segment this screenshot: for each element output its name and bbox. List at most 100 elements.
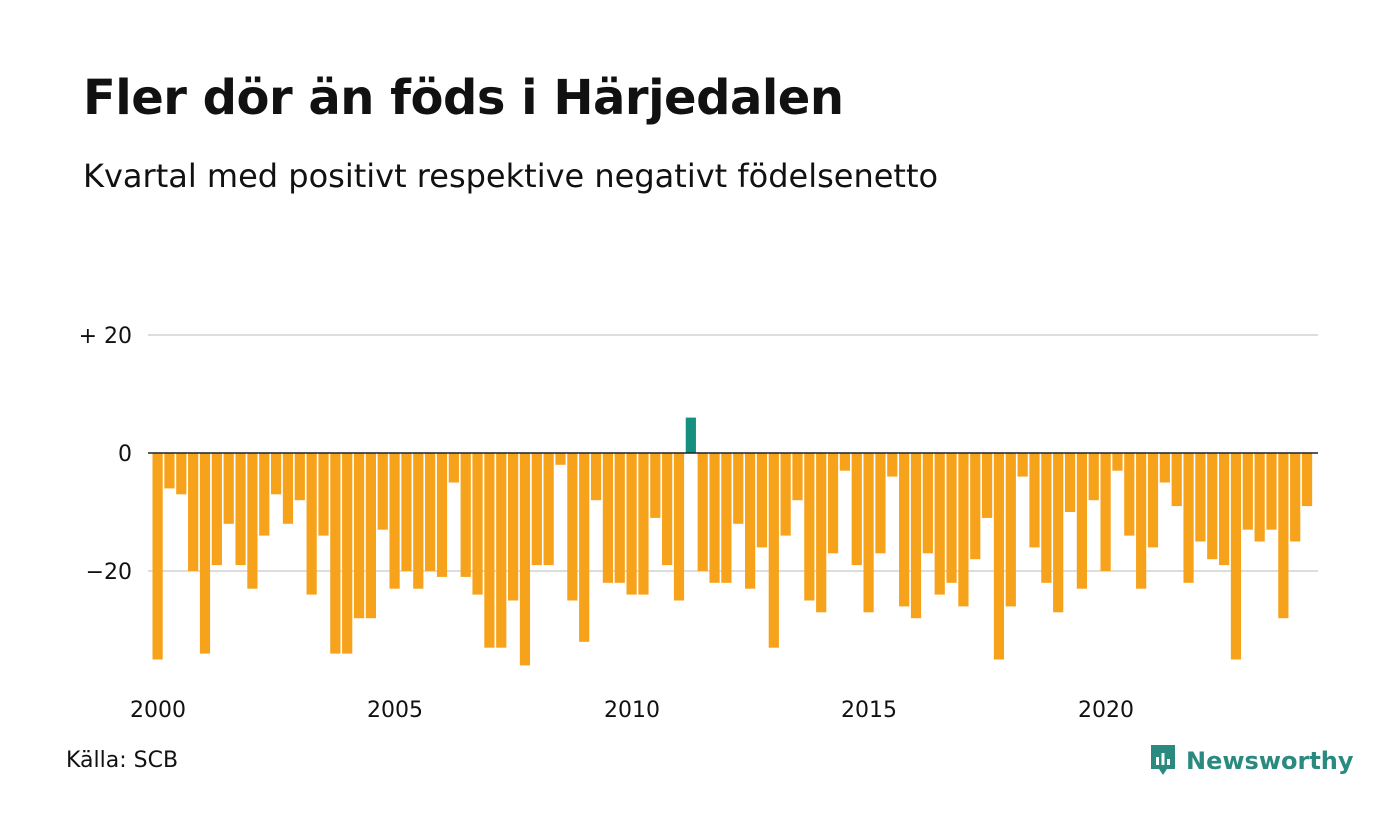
bar <box>792 453 803 501</box>
x-tick-label: 2005 <box>367 698 423 723</box>
bar <box>330 453 341 654</box>
bar <box>839 453 850 471</box>
bar <box>851 453 862 566</box>
bar <box>389 453 400 589</box>
bar <box>970 453 981 560</box>
bar <box>353 453 365 619</box>
bar <box>934 453 945 595</box>
bar <box>756 453 768 548</box>
bar <box>1266 453 1277 530</box>
bar <box>863 453 874 613</box>
bar <box>875 453 886 554</box>
bar <box>567 453 578 601</box>
bar <box>1124 453 1135 536</box>
bar <box>1219 453 1230 566</box>
bar <box>590 453 602 501</box>
x-tick-label: 2010 <box>604 698 660 723</box>
x-tick-label: 2020 <box>1078 698 1134 723</box>
bar <box>1088 453 1099 501</box>
chart-title: Fler dör än föds i Härjedalen <box>83 70 844 126</box>
brand-name: Newsworthy <box>1186 747 1354 775</box>
bar <box>780 453 791 536</box>
bar <box>662 453 673 566</box>
bar <box>638 453 649 595</box>
bar <box>946 453 957 583</box>
bar <box>211 453 222 566</box>
bar <box>199 453 211 654</box>
bar <box>602 453 613 583</box>
bar <box>519 453 531 666</box>
bar <box>1017 453 1028 477</box>
bar <box>176 453 187 495</box>
bar <box>247 453 258 589</box>
bar <box>271 453 282 495</box>
bar <box>1159 453 1170 483</box>
bar <box>282 453 294 524</box>
x-tick-label: 2000 <box>130 698 186 723</box>
bar <box>745 453 756 589</box>
bar <box>922 453 933 554</box>
bar <box>555 453 566 465</box>
bar <box>1195 453 1206 542</box>
bar <box>425 453 436 571</box>
bar <box>543 453 554 566</box>
bar <box>910 453 922 619</box>
bar <box>1207 453 1218 560</box>
bar <box>899 453 910 607</box>
bar <box>768 453 779 648</box>
bar <box>294 453 305 501</box>
label-layer: + 20 0 −20 2000 2005 2010 2015 2020 <box>79 324 1134 723</box>
bar <box>993 453 1005 660</box>
bar <box>496 453 507 648</box>
bar <box>614 453 625 583</box>
bar <box>235 453 246 566</box>
bar <box>816 453 827 613</box>
bar <box>709 453 720 583</box>
bar <box>318 453 329 536</box>
bar <box>1301 453 1313 507</box>
bar <box>1254 453 1265 542</box>
bar <box>982 453 993 518</box>
bar <box>484 453 495 648</box>
bar <box>673 453 685 601</box>
bar <box>401 453 412 571</box>
bar <box>958 453 969 607</box>
bar <box>1171 453 1182 507</box>
bar <box>448 453 459 483</box>
bar <box>259 453 270 536</box>
newsworthy-logo-icon <box>1151 745 1175 775</box>
y-tick-label: + 20 <box>79 324 132 349</box>
bar <box>1278 453 1289 619</box>
bar <box>804 453 815 601</box>
bar <box>365 453 376 619</box>
bar <box>827 453 839 554</box>
x-tick-label: 2015 <box>841 698 897 723</box>
bar <box>413 453 424 589</box>
bar <box>1053 453 1064 613</box>
bar <box>164 453 175 489</box>
bar <box>1041 453 1052 583</box>
bar <box>306 453 317 595</box>
bar <box>685 417 696 453</box>
bar <box>650 453 661 518</box>
bar <box>579 453 590 642</box>
bar <box>1112 453 1123 471</box>
bar <box>436 453 448 577</box>
bar <box>223 453 234 524</box>
bar <box>1136 453 1147 589</box>
bar <box>733 453 744 524</box>
bar <box>377 453 388 530</box>
bar <box>1147 453 1159 548</box>
bar <box>342 453 353 654</box>
y-tick-label: −20 <box>86 560 132 585</box>
bar <box>697 453 708 571</box>
bar <box>1029 453 1040 548</box>
bar <box>1242 453 1253 530</box>
bar <box>460 453 471 577</box>
source-note: Källa: SCB <box>66 748 179 773</box>
newsworthy-logo[interactable]: Newsworthy <box>1148 742 1354 780</box>
bar <box>472 453 483 595</box>
bar <box>531 453 542 566</box>
bar-layer <box>152 417 1313 666</box>
